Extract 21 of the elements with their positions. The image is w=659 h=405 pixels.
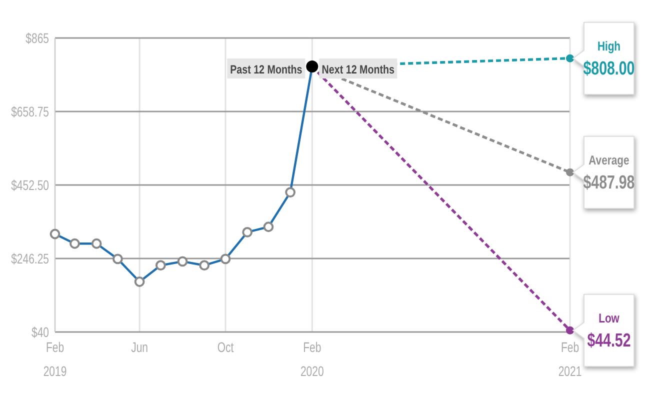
series-label: High xyxy=(597,39,621,54)
x-tick-label: Jun xyxy=(131,340,148,356)
data-label: $808.00 xyxy=(583,57,635,79)
point xyxy=(566,168,574,176)
x-tick-label: Feb 2020 xyxy=(300,340,324,380)
series-label: Average xyxy=(588,153,630,168)
point xyxy=(566,326,574,334)
x-tick-label: Oct xyxy=(217,340,234,356)
x-tick-label: Feb 2021 xyxy=(558,340,582,380)
y-tick-label: $865 xyxy=(26,30,50,46)
data-label: $44.52 xyxy=(587,329,631,351)
annotation: Next 12 Months xyxy=(322,64,394,77)
y-tick-label: $658.75 xyxy=(11,104,50,120)
text: Low xyxy=(598,311,620,326)
y-tick-label: $40 xyxy=(32,324,50,340)
data-label: $487.98 xyxy=(583,171,635,193)
y-tick-label: $452.50 xyxy=(11,178,50,194)
x-tick-label: Feb 2019 xyxy=(43,340,67,380)
annotation: Past 12 Months xyxy=(230,64,302,77)
point xyxy=(566,54,574,62)
y-tick-label: $246.25 xyxy=(11,251,50,267)
